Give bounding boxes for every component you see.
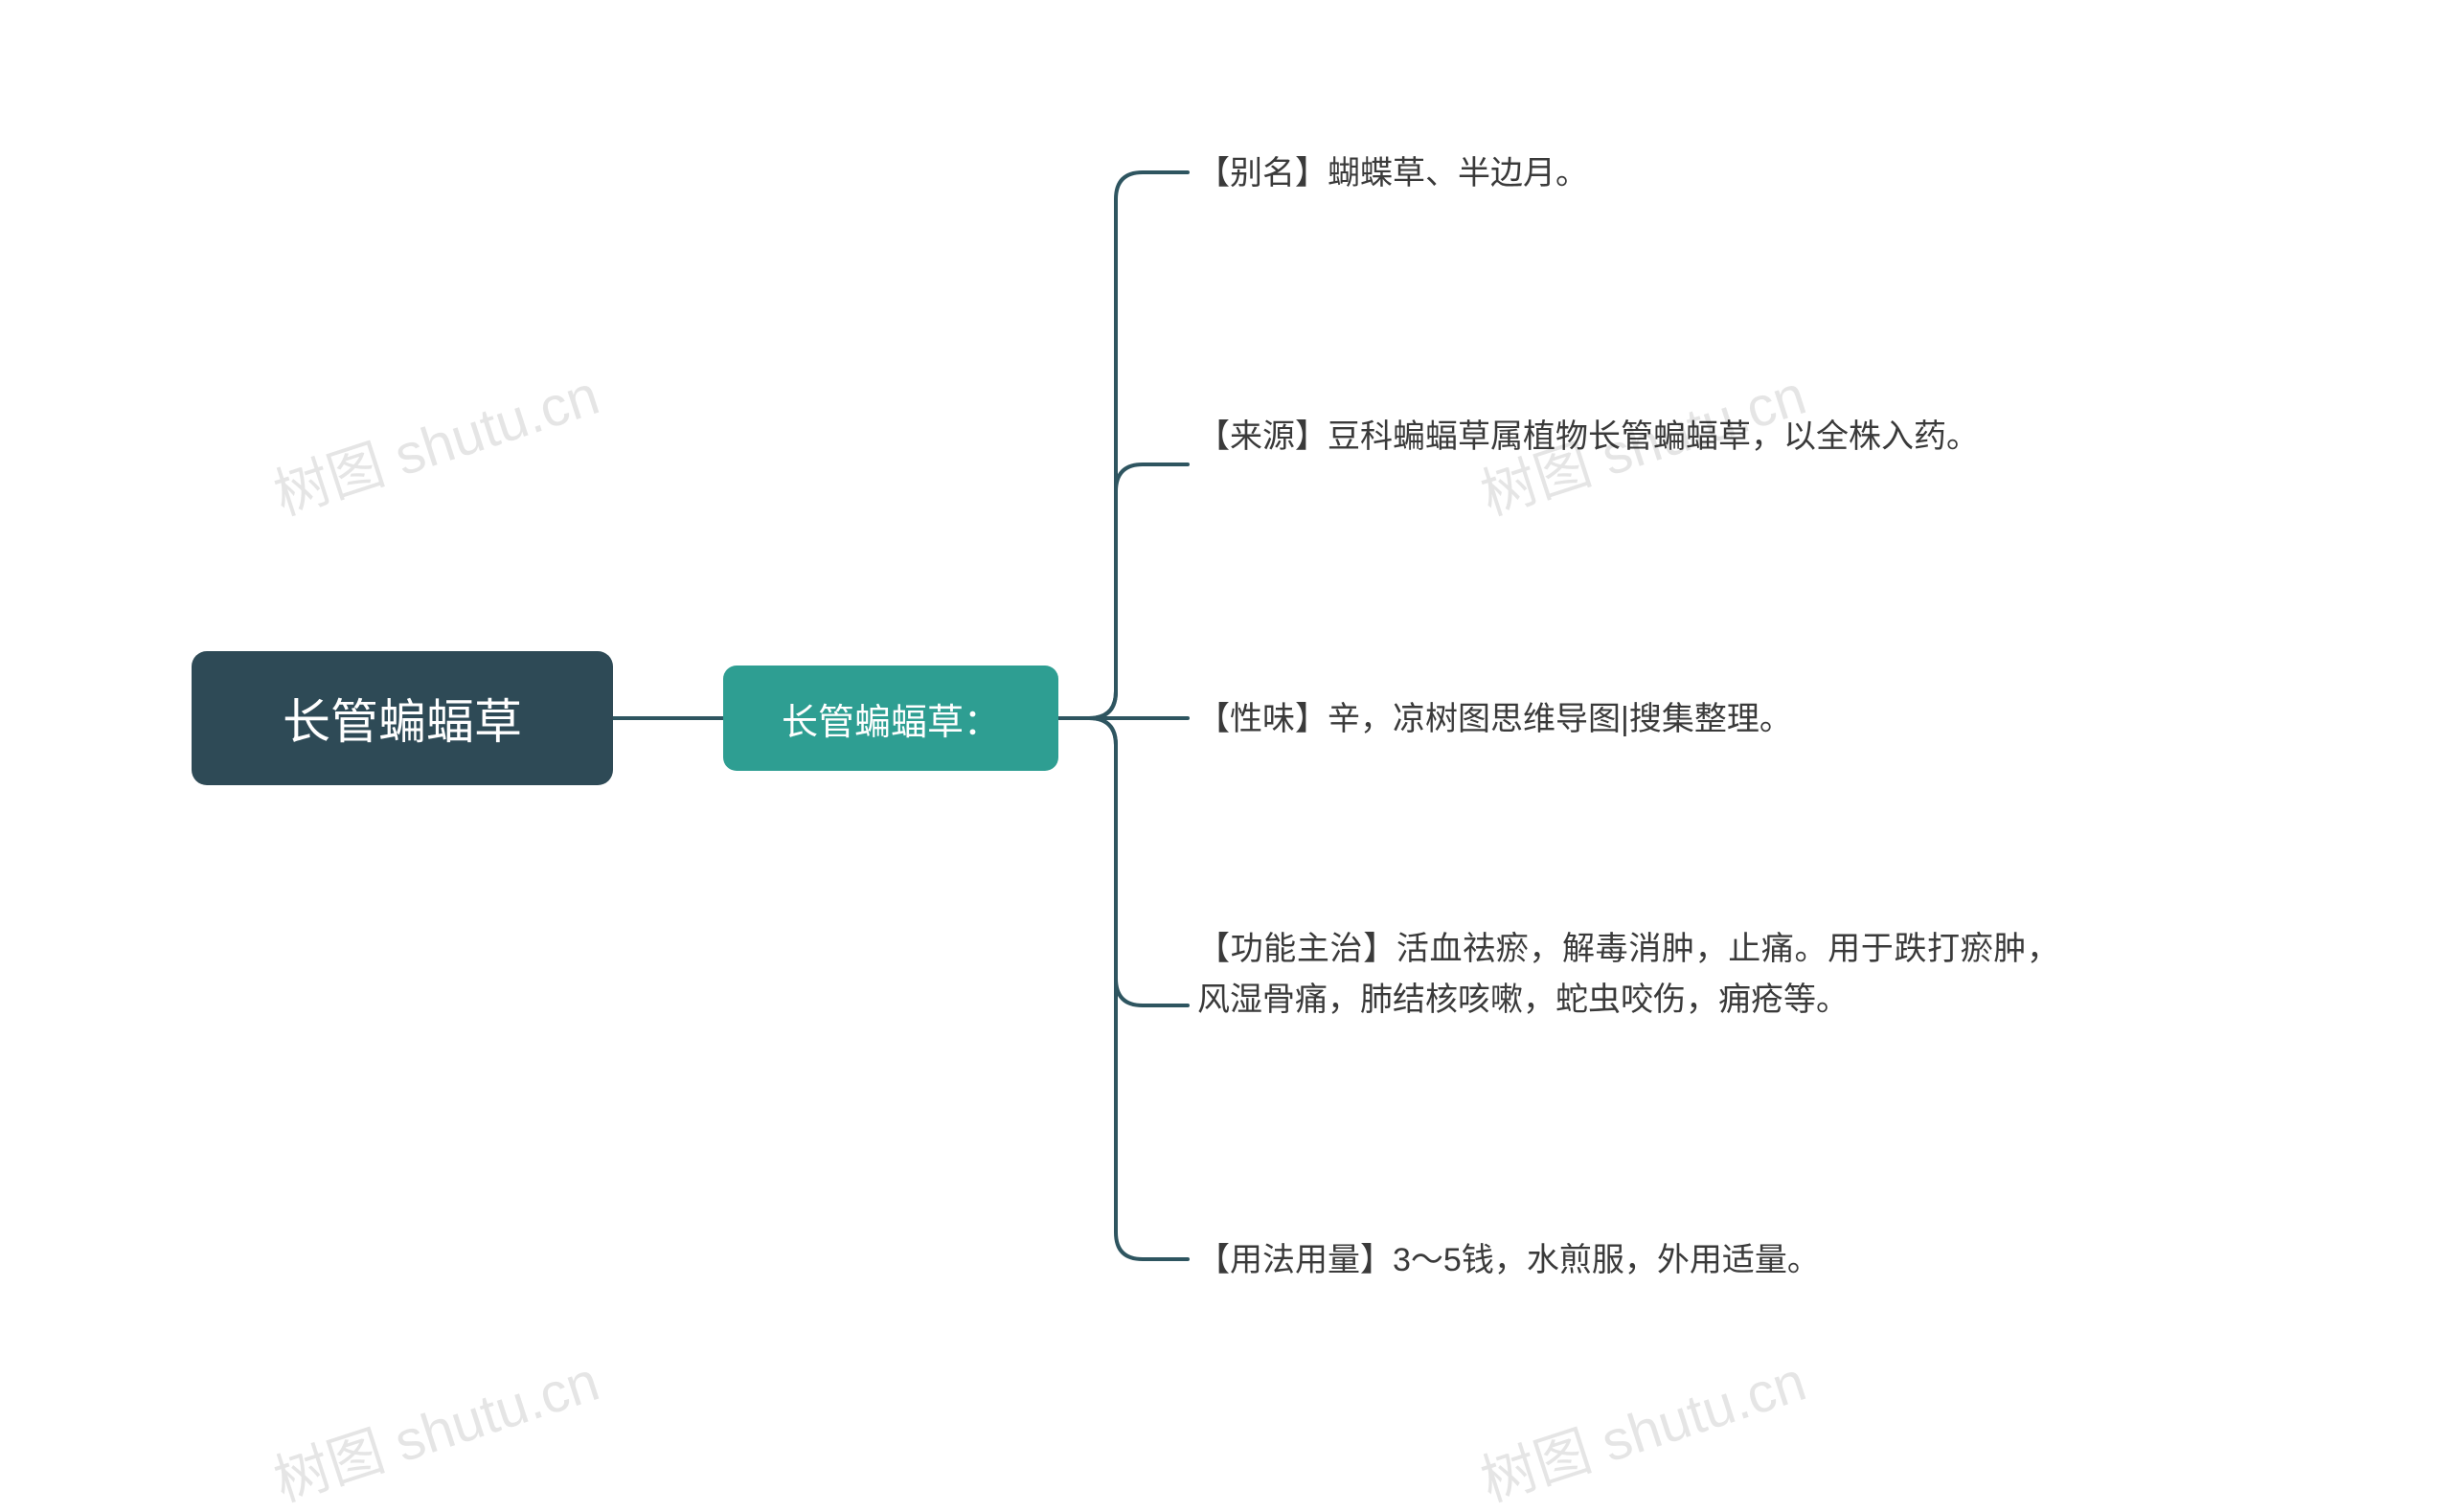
sub-label: 长管蝙蝠草： [782, 692, 1000, 745]
sub-node[interactable]: 长管蝙蝠草： [723, 666, 1058, 771]
leaf-node[interactable]: 【性味】辛，凉树图思维导图|搜集整理。 [1197, 694, 2059, 745]
leaf-label: 【用法用量】3～5钱，水煎服，外用适量。 [1197, 1242, 1820, 1278]
mindmap-canvas: 长管蝙蝠草 长管蝙蝠草： 【别名】蝴蝶草、半边月。 【来源】豆科蝙蝠草属植物长管… [0, 0, 2452, 1512]
root-node[interactable]: 长管蝙蝠草 [192, 651, 613, 785]
leaf-label: 【性味】辛，凉树图思维导图|搜集整理。 [1197, 701, 1792, 737]
leaf-node[interactable]: 【来源】豆科蝙蝠草属植物长管蝙蝠草，以全株入药。 [1197, 412, 2059, 517]
root-label: 长管蝙蝠草 [283, 684, 522, 753]
leaf-label: 【别名】蝴蝶草、半边月。 [1197, 155, 1588, 192]
leaf-label: 【来源】豆科蝙蝠草属植物长管蝙蝠草，以全株入药。 [1197, 418, 1979, 455]
leaf-label: 【功能主治】活血祛瘀，解毒消肿，止痛。用于跌打瘀肿，风湿骨痛，肺结核咳嗽，蛇虫咬… [1197, 931, 2059, 1018]
leaf-node[interactable]: 【别名】蝴蝶草、半边月。 [1197, 148, 2059, 199]
leaf-node[interactable]: 【用法用量】3～5钱，水煎服，外用适量。 [1197, 1235, 2059, 1286]
leaf-node[interactable]: 【功能主治】活血祛瘀，解毒消肿，止痛。用于跌打瘀肿，风湿骨痛，肺结核咳嗽，蛇虫咬… [1197, 924, 2059, 1087]
watermark: 树图 shutu.cn [262, 1337, 607, 1512]
watermark: 树图 shutu.cn [1469, 1337, 1814, 1512]
watermark: 树图 shutu.cn [262, 350, 607, 530]
